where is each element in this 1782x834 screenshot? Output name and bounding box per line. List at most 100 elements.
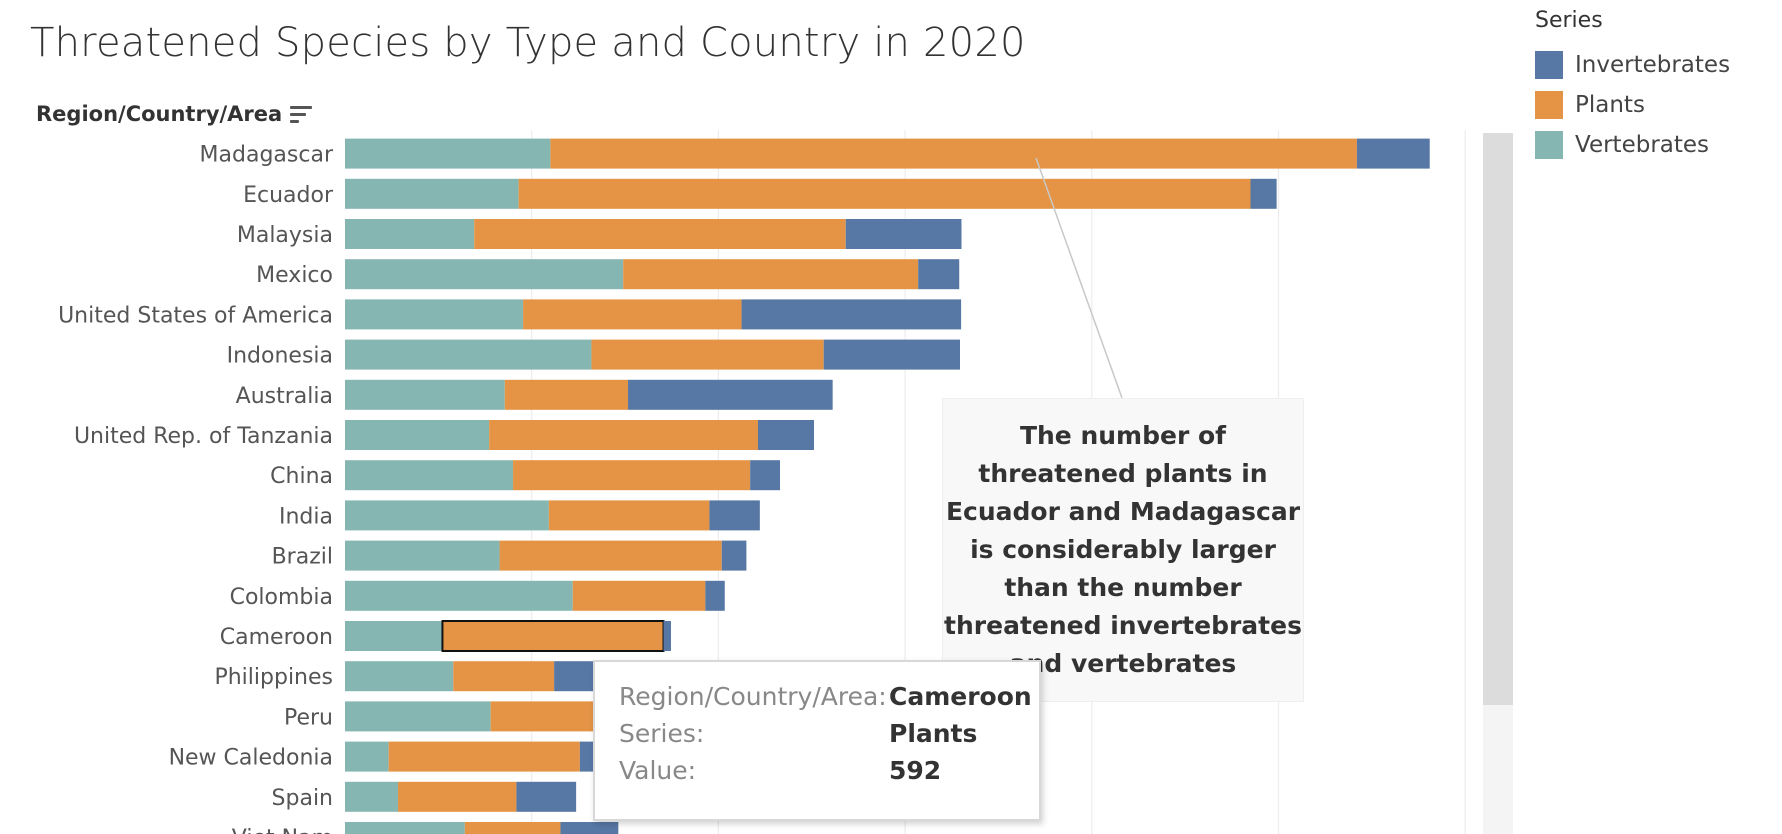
category-label: Philippines bbox=[214, 665, 333, 690]
tooltip-label-value: Value: bbox=[619, 756, 697, 785]
category-label: New Caledonia bbox=[169, 746, 333, 771]
bar-plants[interactable] bbox=[550, 138, 1357, 169]
bar-plants[interactable] bbox=[398, 781, 517, 812]
category-label: Peru bbox=[284, 705, 333, 730]
bar-plants[interactable] bbox=[513, 460, 751, 491]
bar-vertebrates[interactable] bbox=[345, 420, 490, 450]
bar-plants[interactable] bbox=[518, 178, 1251, 209]
category-label: India bbox=[279, 504, 333, 529]
bar-vertebrates[interactable] bbox=[345, 178, 519, 209]
category-label: Cameroon bbox=[220, 625, 333, 650]
bar-invertebrates[interactable] bbox=[705, 580, 725, 611]
legend-label: Plants bbox=[1575, 92, 1645, 118]
legend-swatch bbox=[1535, 51, 1563, 79]
bar-invertebrates[interactable] bbox=[628, 379, 833, 410]
vertical-scrollbar[interactable] bbox=[1483, 133, 1513, 834]
bar-vertebrates[interactable] bbox=[345, 781, 399, 812]
bar-plants[interactable] bbox=[490, 701, 594, 732]
tooltip-value-series: Plants bbox=[889, 719, 978, 748]
scrollbar-thumb[interactable] bbox=[1483, 133, 1513, 705]
tooltip-label-series: Series: bbox=[619, 719, 705, 748]
sort-icon[interactable] bbox=[290, 104, 313, 124]
bar-invertebrates[interactable] bbox=[1356, 138, 1430, 169]
bar-invertebrates[interactable] bbox=[709, 500, 760, 531]
bar-vertebrates[interactable] bbox=[345, 259, 624, 290]
tooltip-value-region: Cameroon bbox=[889, 682, 1032, 711]
bar-vertebrates[interactable] bbox=[345, 621, 443, 651]
bar-plants[interactable] bbox=[474, 219, 846, 249]
bar-plants[interactable] bbox=[591, 339, 824, 370]
legend-swatch bbox=[1535, 131, 1563, 159]
bar-vertebrates[interactable] bbox=[345, 339, 592, 370]
bar-plants[interactable] bbox=[623, 259, 919, 290]
tooltip-label-region: Region/Country/Area: bbox=[619, 682, 887, 711]
annotation-box: The number of threatened plants in Ecuad… bbox=[942, 398, 1304, 702]
category-labels: Madagascar Ecuador Malaysia Mexico United St… bbox=[58, 143, 334, 834]
category-label: United Rep. of Tanzania bbox=[74, 424, 333, 449]
legend-item-vertebrates[interactable]: Vertebrates bbox=[1535, 125, 1730, 165]
category-label: Indonesia bbox=[227, 344, 333, 369]
bar-vertebrates[interactable] bbox=[345, 661, 454, 692]
legend-label: Invertebrates bbox=[1575, 52, 1731, 78]
category-label: China bbox=[270, 464, 333, 489]
legend: Series Invertebrates Plants Vertebrates bbox=[1535, 8, 1730, 165]
legend-title: Series bbox=[1535, 8, 1603, 33]
legend-swatch bbox=[1535, 91, 1563, 119]
bar-invertebrates[interactable] bbox=[516, 781, 577, 812]
category-label: Malaysia bbox=[237, 223, 333, 248]
category-label: Ecuador bbox=[243, 183, 334, 208]
bar-plants[interactable] bbox=[453, 661, 555, 692]
tooltip: Region/Country/Area: Cameroon Series: Pl… bbox=[593, 660, 1041, 821]
bar-vertebrates[interactable] bbox=[345, 580, 573, 611]
category-label: Spain bbox=[272, 786, 333, 811]
category-label: Mexico bbox=[256, 263, 333, 288]
bar-invertebrates[interactable] bbox=[823, 339, 960, 370]
bar-invertebrates[interactable] bbox=[918, 259, 960, 290]
bar-plants[interactable] bbox=[499, 540, 722, 571]
bar-vertebrates[interactable] bbox=[345, 500, 549, 531]
bar-vertebrates[interactable] bbox=[345, 460, 514, 491]
annotation-leader-line bbox=[1035, 157, 1123, 399]
bar-vertebrates[interactable] bbox=[345, 741, 389, 772]
bar-vertebrates[interactable] bbox=[345, 822, 465, 834]
bar-vertebrates[interactable] bbox=[345, 219, 475, 249]
bar-invertebrates[interactable] bbox=[741, 299, 962, 330]
tooltip-value-value: 592 bbox=[889, 756, 942, 785]
bar-invertebrates[interactable] bbox=[845, 219, 962, 249]
legend-label: Vertebrates bbox=[1575, 132, 1710, 158]
bars bbox=[345, 138, 1430, 834]
bar-plants[interactable] bbox=[464, 822, 561, 834]
bar-plants[interactable] bbox=[572, 580, 706, 611]
bar-plants[interactable] bbox=[388, 741, 580, 772]
legend-item-plants[interactable]: Plants bbox=[1535, 85, 1730, 125]
bar-vertebrates[interactable] bbox=[345, 701, 491, 732]
annotation-text: The number of threatened plants in Ecuad… bbox=[944, 421, 1302, 678]
bar-invertebrates[interactable] bbox=[560, 822, 619, 834]
category-label: Madagascar bbox=[200, 143, 334, 168]
bar-invertebrates[interactable] bbox=[750, 460, 781, 491]
bar-plants[interactable] bbox=[523, 299, 742, 330]
bar-vertebrates[interactable] bbox=[345, 379, 505, 410]
category-label: Colombia bbox=[230, 585, 333, 610]
category-label: Viet Nam bbox=[232, 826, 333, 834]
bar-plants[interactable] bbox=[489, 420, 758, 450]
bar-vertebrates[interactable] bbox=[345, 540, 500, 571]
bar-invertebrates[interactable] bbox=[554, 661, 599, 692]
category-label: Australia bbox=[236, 384, 333, 409]
bar-invertebrates[interactable] bbox=[721, 540, 747, 571]
bar-vertebrates[interactable] bbox=[345, 138, 551, 169]
bar-invertebrates[interactable] bbox=[757, 420, 814, 450]
axis-header: Region/Country/Area bbox=[36, 102, 313, 126]
bar-chart: Madagascar Ecuador Malaysia Mexico United St… bbox=[58, 130, 1466, 834]
category-label: United States of America bbox=[58, 303, 333, 328]
bar-invertebrates[interactable] bbox=[663, 621, 671, 651]
axis-header-label: Region/Country/Area bbox=[36, 102, 283, 126]
bar-plants[interactable] bbox=[548, 500, 710, 531]
category-label: Brazil bbox=[272, 545, 333, 570]
bar-plants[interactable] bbox=[441, 620, 665, 652]
bar-invertebrates[interactable] bbox=[1250, 178, 1277, 209]
chart-title: Threatened Species by Type and Country i… bbox=[30, 20, 1026, 66]
legend-item-invertebrates[interactable]: Invertebrates bbox=[1535, 45, 1730, 85]
bar-plants[interactable] bbox=[504, 379, 629, 410]
bar-vertebrates[interactable] bbox=[345, 299, 524, 330]
